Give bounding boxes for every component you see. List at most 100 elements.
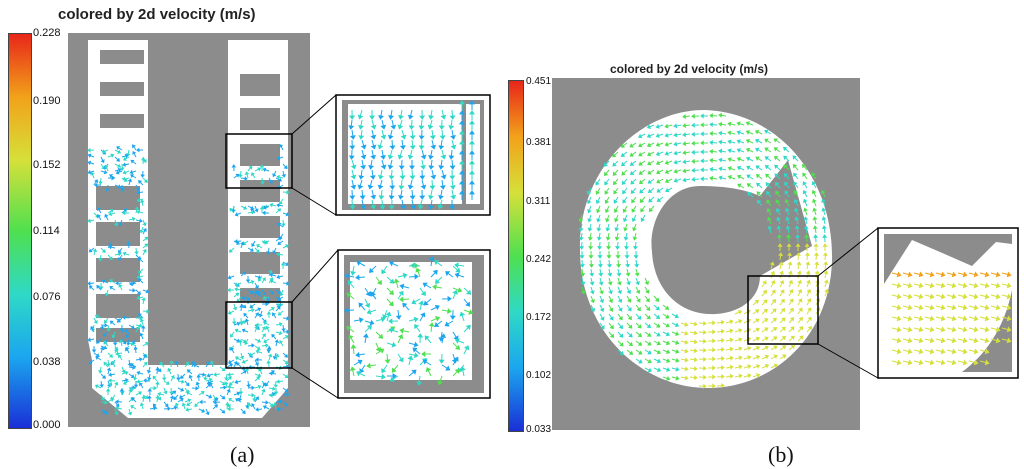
velocity-arrow	[240, 176, 248, 181]
velocity-arrow	[118, 354, 123, 361]
velocity-arrow	[254, 396, 259, 403]
velocity-arrow	[579, 259, 585, 268]
velocity-arrow	[397, 334, 404, 344]
velocity-arrow	[605, 214, 610, 223]
velocity-arrow	[587, 232, 593, 241]
velocity-arrow	[614, 232, 620, 241]
velocity-arrow	[608, 313, 614, 321]
velocity-arrow	[147, 373, 152, 381]
panel-b-core	[651, 160, 812, 315]
velocity-arrow	[121, 338, 127, 345]
velocity-arrow	[743, 355, 752, 360]
velocity-arrow	[450, 139, 457, 150]
velocity-arrow	[275, 330, 283, 336]
velocity-arrow	[595, 178, 601, 186]
velocity-arrow	[134, 206, 140, 214]
velocity-arrow	[399, 296, 410, 303]
velocity-arrow	[709, 122, 718, 128]
velocity-arrow	[417, 199, 424, 210]
velocity-arrow	[138, 268, 144, 274]
velocity-arrow	[787, 261, 793, 270]
velocity-arrow	[282, 387, 289, 393]
velocity-arrow	[606, 241, 612, 250]
velocity-arrow	[115, 351, 123, 356]
velocity-arrow	[459, 180, 465, 190]
velocity-arrow	[184, 361, 190, 368]
velocity-arrow	[259, 206, 265, 214]
velocity-arrow	[622, 196, 628, 204]
velocity-arrow	[644, 358, 652, 364]
velocity-arrow	[700, 158, 709, 164]
velocity-arrow	[273, 380, 279, 388]
velocity-arrow	[957, 271, 968, 278]
velocity-arrow	[107, 209, 114, 214]
velocity-arrow	[434, 276, 443, 284]
velocity-arrow	[615, 250, 621, 259]
velocity-arrow	[360, 149, 367, 160]
velocity-arrow	[752, 354, 761, 360]
velocity-arrow	[181, 402, 187, 410]
velocity-arrow	[87, 337, 95, 342]
velocity-arrow	[128, 324, 135, 329]
velocity-arrow	[653, 367, 662, 373]
velocity-arrow	[716, 328, 725, 334]
velocity-arrow	[811, 181, 817, 189]
velocity-arrow	[597, 241, 603, 250]
velocity-arrow	[254, 274, 262, 280]
velocity-arrow	[607, 277, 613, 286]
velocity-arrow	[765, 173, 772, 180]
velocity-arrow	[269, 279, 277, 284]
velocity-arrow	[968, 348, 979, 355]
velocity-arrow	[691, 167, 700, 173]
velocity-arrow	[727, 139, 736, 145]
velocity-arrow	[595, 196, 601, 205]
velocity-arrow	[617, 340, 624, 347]
velocity-arrow	[617, 313, 623, 321]
velocity-arrow	[625, 268, 631, 277]
velocity-arrow	[382, 309, 388, 320]
velocity-arrow	[240, 320, 247, 326]
velocity-arrow	[646, 133, 655, 139]
velocity-arrow	[122, 210, 130, 216]
velocity-arrow	[802, 172, 808, 180]
velocity-arrow	[1001, 271, 1012, 278]
velocity-arrow	[441, 295, 452, 302]
velocity-arrow	[115, 170, 123, 175]
velocity-arrow	[227, 287, 235, 293]
velocity-arrow	[891, 326, 902, 333]
velocity-arrow	[364, 324, 372, 333]
velocity-arrow	[716, 319, 725, 325]
velocity-arrow	[638, 151, 646, 157]
velocity-arrow	[902, 337, 913, 344]
panel-b-caption: (b)	[768, 442, 794, 467]
velocity-arrow	[440, 149, 447, 160]
velocity-arrow	[924, 282, 935, 289]
velocity-arrow	[419, 312, 426, 322]
velocity-arrow	[234, 212, 242, 217]
velocity-arrow	[281, 324, 286, 332]
velocity-arrow	[349, 129, 356, 140]
velocity-arrow	[94, 384, 102, 389]
velocity-arrow	[251, 240, 256, 248]
velocity-arrow	[375, 316, 386, 323]
velocity-arrow	[779, 326, 786, 333]
velocity-arrow	[357, 179, 364, 190]
velocity-arrow	[370, 129, 377, 140]
velocity-arrow	[656, 169, 664, 175]
velocity-arrow	[254, 282, 259, 289]
velocity-arrow	[638, 160, 646, 166]
velocity-arrow	[709, 166, 718, 172]
velocity-arrow	[234, 239, 242, 244]
velocity-arrow	[349, 139, 356, 150]
velocity-arrow	[979, 337, 990, 344]
velocity-arrow	[261, 326, 266, 333]
velocity-arrow	[449, 309, 456, 320]
velocity-arrow	[957, 282, 968, 289]
velocity-arrow	[797, 288, 803, 297]
velocity-arrow	[617, 331, 624, 338]
velocity-arrow	[725, 355, 734, 361]
velocity-arrow	[587, 205, 592, 214]
velocity-arrow	[369, 109, 376, 120]
velocity-arrow	[935, 326, 946, 333]
velocity-arrow	[228, 247, 235, 253]
